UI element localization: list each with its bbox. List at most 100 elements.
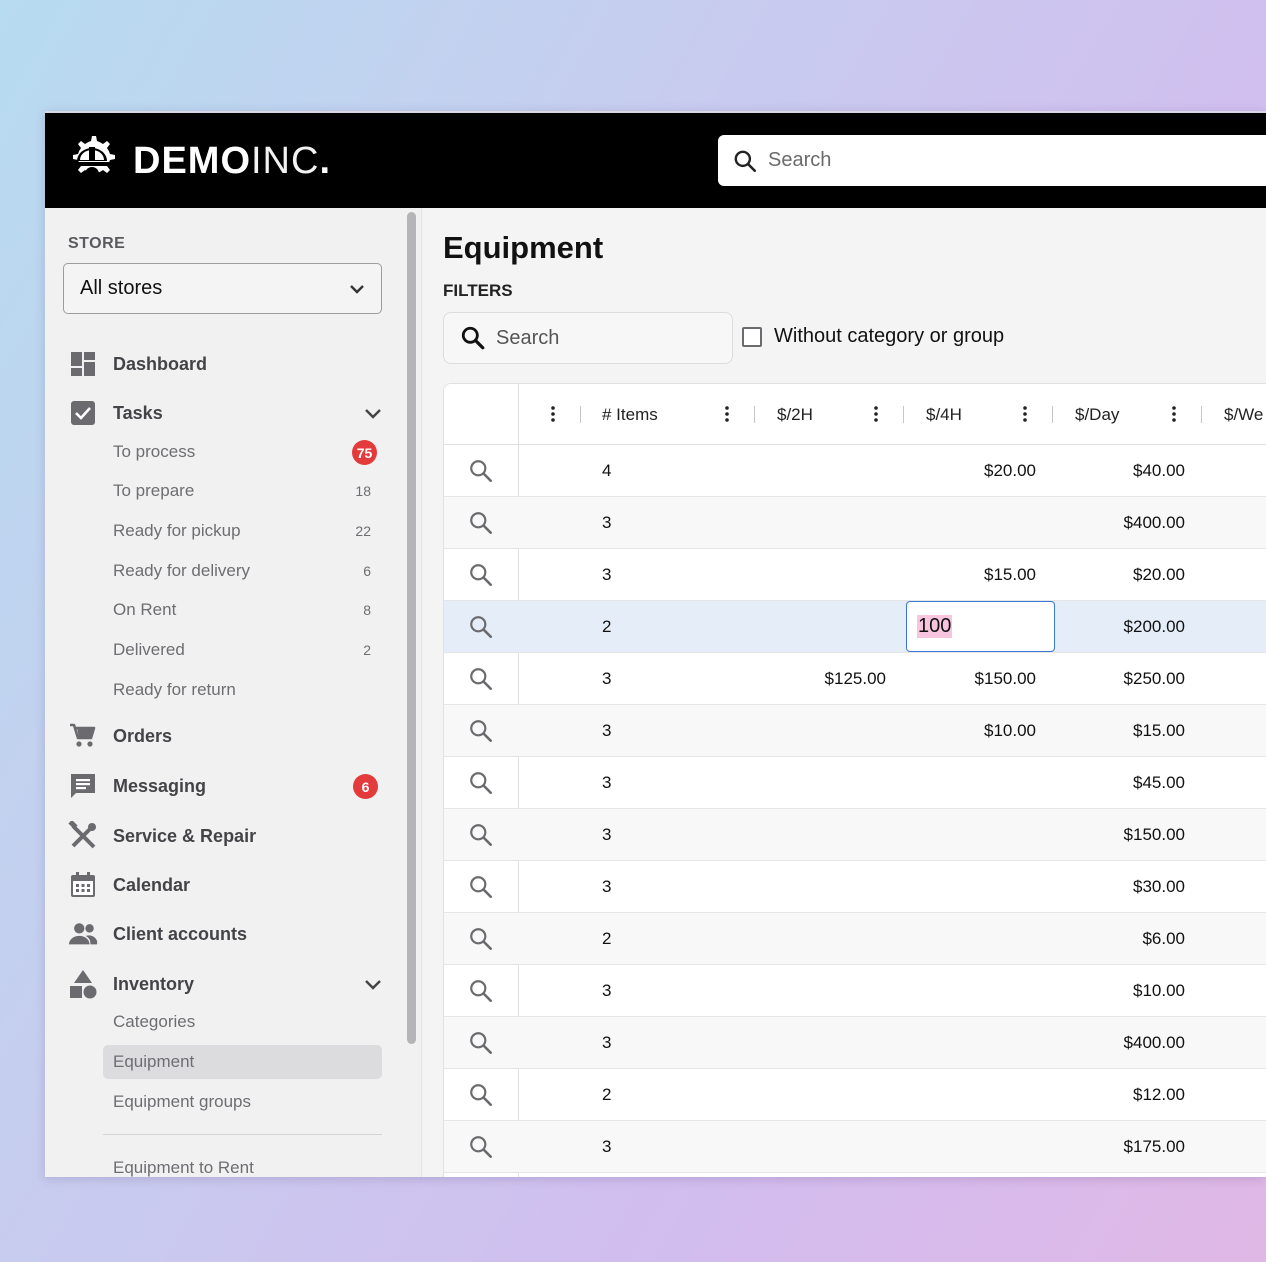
view-details-icon[interactable] [468, 1134, 494, 1165]
table-row[interactable]: 2 $12.00 [444, 1069, 1266, 1121]
cell-price-4h[interactable] [894, 809, 1036, 861]
cell-price-day[interactable]: $15.00 [1133, 721, 1185, 740]
sidebar-item-orders[interactable]: Orders [68, 718, 384, 754]
cell-price-day[interactable]: $175.00 [1123, 1137, 1185, 1156]
cell-price-4h[interactable]: $150.00 [974, 669, 1036, 688]
column-separator[interactable] [1052, 406, 1053, 423]
cell-price-4h[interactable]: $20.00 [984, 461, 1036, 480]
column-menu-icon[interactable] [1171, 404, 1177, 424]
table-row[interactable]: 3 $400.00 [444, 1017, 1266, 1069]
sidebar-sub-delivered[interactable]: Delivered 2 [113, 633, 383, 667]
chevron-down-icon[interactable] [362, 403, 384, 423]
cell-price-2h[interactable] [744, 497, 886, 549]
cell-price-2h[interactable] [744, 913, 886, 965]
cell-items[interactable]: 2 [602, 617, 612, 636]
scrollbar-thumb[interactable] [407, 212, 416, 1044]
cell-items[interactable]: 3 [602, 1033, 612, 1052]
view-details-icon[interactable] [468, 666, 494, 697]
cell-items[interactable]: 3 [602, 1137, 612, 1156]
cell-price-2h[interactable]: $125.00 [824, 669, 886, 688]
sidebar-item-service-repair[interactable]: Service & Repair [68, 818, 384, 854]
table-row[interactable]: 2 100 $200.00 [444, 601, 1266, 653]
table-row[interactable]: 3 $150.00 [444, 809, 1266, 861]
sidebar-item-tasks[interactable]: Tasks [68, 395, 384, 431]
header-4h[interactable]: $/4H [926, 404, 962, 424]
cell-price-day[interactable]: $40.00 [1133, 461, 1185, 480]
without-category-checkbox[interactable] [742, 326, 762, 347]
cell-price-4h[interactable]: $15.00 [984, 565, 1036, 584]
cell-items[interactable]: 4 [602, 461, 612, 480]
view-details-icon[interactable] [468, 458, 494, 489]
cell-price-day[interactable]: $12.00 [1133, 1085, 1185, 1104]
column-menu-icon[interactable] [724, 404, 730, 424]
view-details-icon[interactable] [468, 926, 494, 957]
sidebar-item-client-accounts[interactable]: Client accounts [68, 916, 384, 952]
cell-price-day[interactable]: $400.00 [1123, 513, 1185, 532]
cell-price-2h[interactable] [744, 705, 886, 757]
cell-price-2h[interactable] [744, 965, 886, 1017]
cell-price-2h[interactable] [744, 1069, 886, 1121]
sidebar-sub-ready-for-pickup[interactable]: Ready for pickup 22 [113, 514, 383, 548]
header-day[interactable]: $/Day [1075, 404, 1120, 424]
cell-price-2h[interactable] [744, 809, 886, 861]
table-row[interactable]: 3 $10.00 $15.00 [444, 705, 1266, 757]
cell-price-day[interactable]: $400.00 [1123, 1033, 1185, 1052]
sidebar-sub-equipment[interactable]: Equipment [103, 1045, 382, 1079]
table-row[interactable]: 3 $125.00 $150.00 $250.00 [444, 653, 1266, 705]
view-details-icon[interactable] [468, 510, 494, 541]
cell-price-day[interactable]: $20.00 [1133, 565, 1185, 584]
header-2h[interactable]: $/2H [777, 404, 813, 424]
global-search-input[interactable]: Search [718, 135, 1266, 186]
table-row[interactable]: 3 $10.00 [444, 965, 1266, 1017]
cell-price-2h[interactable] [744, 601, 886, 653]
cell-price-4h[interactable] [894, 861, 1036, 913]
table-row[interactable]: 3 $175.00 [444, 1121, 1266, 1173]
cell-items[interactable]: 3 [602, 877, 612, 896]
cell-price-2h[interactable] [744, 549, 886, 601]
table-row[interactable]: 3 $45.00 [444, 757, 1266, 809]
cell-items[interactable]: 3 [602, 825, 612, 844]
view-details-icon[interactable] [468, 822, 494, 853]
column-menu-icon[interactable] [1022, 404, 1028, 424]
column-separator[interactable] [903, 406, 904, 423]
sidebar-sub-categories[interactable]: Categories [113, 1005, 383, 1039]
view-details-icon[interactable] [468, 614, 494, 645]
table-row[interactable]: 3 $15.00 $20.00 [444, 549, 1266, 601]
cell-price-4h[interactable] [894, 757, 1036, 809]
cell-price-2h[interactable] [744, 861, 886, 913]
equipment-search-input[interactable]: Search [443, 312, 733, 364]
cell-items[interactable]: 2 [602, 929, 612, 948]
view-details-icon[interactable] [468, 770, 494, 801]
cell-price-day[interactable]: $10.00 [1133, 981, 1185, 1000]
chevron-down-icon[interactable] [362, 974, 384, 994]
cell-price-2h[interactable] [744, 1121, 886, 1173]
header-items[interactable]: # Items [602, 404, 658, 424]
sidebar-item-inventory[interactable]: Inventory [68, 966, 384, 1002]
cell-price-4h[interactable] [894, 913, 1036, 965]
cell-items[interactable]: 3 [602, 773, 612, 792]
without-category-filter[interactable]: Without category or group [742, 325, 1004, 348]
cell-price-day[interactable]: $150.00 [1123, 825, 1185, 844]
sidebar-sub-ready-for-delivery[interactable]: Ready for delivery 6 [113, 554, 383, 588]
column-separator[interactable] [1201, 406, 1202, 423]
cell-price-4h[interactable] [894, 1121, 1036, 1173]
cell-edit-input[interactable]: 100 [906, 601, 1055, 652]
cell-price-2h[interactable] [744, 757, 886, 809]
cell-price-4h[interactable] [894, 1069, 1036, 1121]
store-select[interactable]: All stores [63, 263, 382, 314]
column-separator[interactable] [580, 406, 581, 423]
table-row[interactable]: 3 $400.00 [444, 497, 1266, 549]
header-week[interactable]: $/We [1224, 404, 1264, 424]
view-details-icon[interactable] [468, 874, 494, 905]
sidebar-sub-ready-for-return[interactable]: Ready for return [113, 673, 383, 707]
cell-items[interactable]: 3 [602, 669, 612, 688]
sidebar-scrollbar[interactable] [402, 208, 422, 1177]
cell-price-2h[interactable] [744, 445, 886, 497]
cell-price-4h[interactable] [894, 497, 1036, 549]
view-details-icon[interactable] [468, 562, 494, 593]
cell-price-day[interactable]: $30.00 [1133, 877, 1185, 896]
view-details-icon[interactable] [468, 718, 494, 749]
cell-items[interactable]: 3 [602, 721, 612, 740]
cell-price-2h[interactable] [744, 1017, 886, 1069]
cell-items[interactable]: 3 [602, 565, 612, 584]
